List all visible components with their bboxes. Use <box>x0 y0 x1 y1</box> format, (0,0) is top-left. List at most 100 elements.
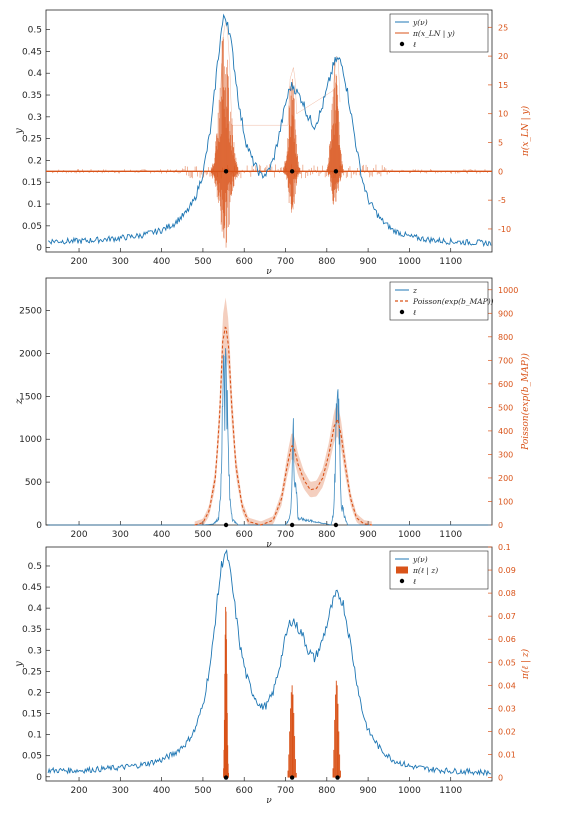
legend-label: π(x_LN | y) <box>412 29 455 38</box>
y-axis-label: y <box>14 128 25 135</box>
legend-box <box>389 13 489 53</box>
posterior-bar <box>227 745 229 778</box>
x-tick-label: 300 <box>112 257 129 267</box>
legend-label: z <box>412 286 417 295</box>
x-tick-label: 200 <box>70 257 87 267</box>
y-tick-label: 0.3 <box>28 646 42 656</box>
legend-label: y(ν) <box>412 18 428 27</box>
y2-tick-label: 0.08 <box>498 589 516 598</box>
posterior-bar <box>294 736 296 778</box>
y-tick-label: 0.2 <box>28 156 42 166</box>
posterior-bar <box>292 694 294 778</box>
series-y-nu <box>47 13 492 248</box>
legend-swatch-series-2 <box>396 566 408 574</box>
x-tick-label: 600 <box>236 786 253 796</box>
x-tick-label: 1000 <box>398 530 421 540</box>
posterior-bar <box>334 719 336 778</box>
y-tick-label: 0.2 <box>28 688 42 698</box>
y-tick-label: 0.15 <box>22 178 42 188</box>
posterior-bar <box>288 754 290 778</box>
posterior-bar <box>339 754 341 778</box>
ell-marker <box>289 169 295 174</box>
ell-marker <box>223 775 229 780</box>
panel-bottom: 200 300 400 500 600 700 800 900 1000 1100 0 0.05 0.1… <box>14 543 531 806</box>
y-tick-label: 0.25 <box>22 667 42 677</box>
y2-axis-label: π(ℓ | z) <box>520 648 531 680</box>
y2-tick-label: 25 <box>498 23 508 32</box>
y-tick-label: 0 <box>36 521 42 531</box>
y-tick-label: 0.1 <box>28 731 42 741</box>
y-tick-label: 2000 <box>19 349 42 359</box>
y2-tick-label: 0.1 <box>498 543 511 552</box>
posterior-bar <box>337 703 339 778</box>
posterior-bar <box>287 770 289 778</box>
posterior-bar <box>332 768 334 778</box>
y2-tick-label: 10 <box>498 110 508 119</box>
x-tick-label: 800 <box>318 786 335 796</box>
y2-tick-label: 0.01 <box>498 750 516 759</box>
series-z <box>48 348 492 526</box>
posterior-bar <box>333 749 335 778</box>
x-tick-label: 300 <box>112 530 129 540</box>
x-tick-label: 900 <box>360 257 377 267</box>
y-tick-label: 0.3 <box>28 113 42 123</box>
posterior-bar <box>293 712 295 778</box>
x-tick-label: 1000 <box>398 786 421 796</box>
x-tick-label: 900 <box>360 530 377 540</box>
x-tick-label: 300 <box>112 786 129 796</box>
y-tick-label: 2500 <box>19 307 42 317</box>
y2-axis-label: π(x_LN | y) <box>520 105 531 157</box>
posterior-bar <box>336 685 338 778</box>
y2-tick-label: 200 <box>498 474 513 483</box>
y-tick-label: 0.4 <box>28 604 43 614</box>
y2-tick-label: 0 <box>498 167 503 176</box>
x-tick-label: 200 <box>70 530 87 540</box>
y-tick-label: 0.5 <box>28 562 42 572</box>
posterior-bar <box>295 772 297 778</box>
plot-frame <box>45 9 493 253</box>
x-tick-label: 400 <box>153 257 170 267</box>
y-tick-label: 1500 <box>19 392 42 402</box>
y-tick-label: 0.45 <box>22 47 42 57</box>
y2-tick-label: 800 <box>498 333 513 342</box>
ell-marker <box>333 169 339 174</box>
y-tick-label: 0.5 <box>28 26 42 36</box>
y2-tick-label: -5 <box>498 196 506 205</box>
y2-tick-label: 0.03 <box>498 704 516 713</box>
y2-tick-label: 500 <box>498 403 513 412</box>
legend-label: π(ℓ | z) <box>412 566 438 575</box>
ell-marker <box>289 775 295 780</box>
posterior-bar <box>290 708 291 778</box>
posterior-bar <box>294 759 296 778</box>
x-tick-label: 1100 <box>439 257 462 267</box>
y-tick-label: 0.1 <box>28 200 42 210</box>
legend-swatch-markers <box>399 578 405 584</box>
panel-top: 200 300 400 500 600 700 800 900 1000 110000.050.1… <box>14 9 531 277</box>
y2-tick-label: 0.05 <box>498 658 516 667</box>
posterior-envelope <box>219 21 341 126</box>
ell-marker <box>333 522 339 528</box>
x-tick-label: 1000 <box>398 257 421 267</box>
x-tick-label: 700 <box>277 257 294 267</box>
legend-label: ℓ <box>413 308 417 317</box>
y2-tick-label: 0.02 <box>498 727 516 736</box>
legend-swatch-markers <box>399 41 405 47</box>
posterior-bar <box>335 694 336 778</box>
x-tick-label: 200 <box>70 786 87 796</box>
x-tick-label: 400 <box>153 786 170 796</box>
y-axis-label: z <box>14 398 25 405</box>
x-tick-label: 800 <box>318 530 335 540</box>
y-tick-label: 0.05 <box>22 752 42 762</box>
x-tick-label: 1100 <box>439 786 462 796</box>
ell-marker <box>335 775 340 780</box>
y2-tick-label: 1000 <box>498 286 518 295</box>
x-tick-label: 500 <box>194 786 211 796</box>
y-tick-label: 0.45 <box>22 583 42 593</box>
posterior-bar <box>227 763 229 778</box>
series-y-nu <box>47 548 491 777</box>
x-tick-label: 500 <box>194 530 211 540</box>
plot-frame <box>45 546 493 782</box>
ell-marker <box>223 169 229 174</box>
y2-tick-label: 0.04 <box>498 681 516 690</box>
